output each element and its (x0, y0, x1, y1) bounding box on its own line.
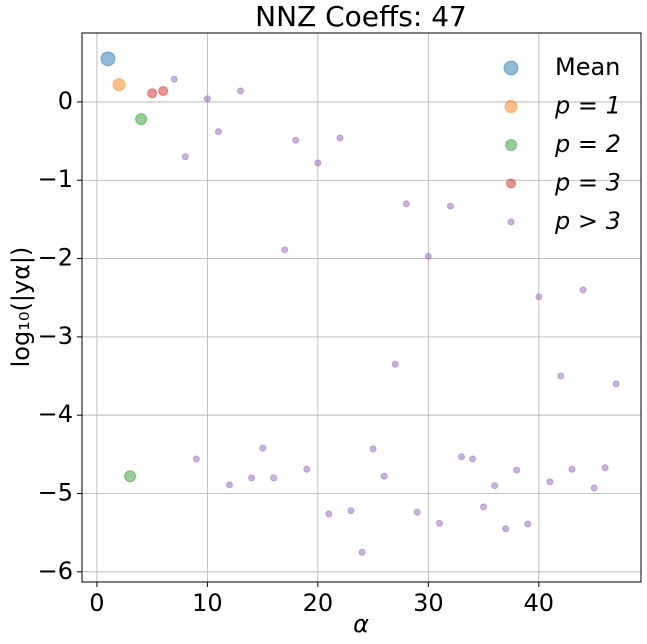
y-tick-label: −6 (38, 557, 73, 585)
point (158, 85, 169, 96)
legend-marker (504, 100, 518, 113)
legend-label: p = 2 (554, 130, 621, 158)
point (181, 153, 189, 161)
point (358, 548, 366, 556)
x-axis-label: α (353, 610, 369, 638)
point (203, 95, 211, 103)
legend-marker (505, 139, 517, 151)
y-tick-label: 0 (58, 87, 73, 115)
x-tick-label: 20 (303, 589, 334, 617)
point (124, 470, 137, 483)
point (112, 78, 126, 92)
legend-label: p > 3 (554, 207, 621, 235)
point (292, 136, 300, 144)
point (457, 453, 465, 461)
legend-label: p = 3 (554, 169, 621, 197)
point (248, 474, 256, 482)
legend-marker (503, 60, 519, 76)
chart-title: NNZ Coeffs: 47 (255, 0, 467, 33)
point (336, 134, 344, 142)
point (225, 481, 233, 489)
point (491, 482, 499, 490)
y-tick-label: −1 (38, 165, 73, 193)
point (435, 519, 443, 527)
y-tick-label: −4 (38, 400, 73, 428)
point (446, 202, 454, 210)
point (325, 510, 333, 518)
y-tick-label: −5 (38, 479, 73, 507)
point (535, 293, 543, 301)
y-axis-label: log₁₀(|yα|) (7, 247, 35, 368)
point (100, 51, 116, 67)
point (524, 520, 532, 528)
point (303, 465, 311, 473)
point (502, 525, 510, 533)
point (170, 75, 178, 83)
plot-frame (81, 32, 642, 583)
legend-marker (506, 178, 516, 189)
point (270, 474, 278, 482)
point (557, 372, 565, 380)
point (513, 466, 521, 474)
point (480, 503, 488, 511)
legend-label: p = 1 (554, 92, 621, 120)
x-tick-label: 0 (89, 589, 104, 617)
point (568, 465, 576, 473)
point (469, 455, 477, 463)
point (590, 484, 598, 492)
x-tick-label: 10 (192, 589, 223, 617)
point (347, 507, 355, 515)
point (237, 87, 245, 95)
x-tick-label: 30 (413, 589, 444, 617)
point (369, 445, 377, 453)
point (402, 200, 410, 208)
point (391, 360, 399, 368)
point (192, 455, 200, 463)
point (413, 508, 421, 516)
point (380, 472, 388, 480)
y-tick-label: −3 (38, 322, 73, 350)
point (135, 113, 148, 126)
legend-label: Mean (555, 53, 620, 81)
point (546, 478, 554, 486)
point (281, 246, 289, 254)
point (259, 444, 267, 452)
point (147, 88, 158, 99)
point (314, 159, 322, 167)
legend-marker (507, 218, 515, 226)
y-tick-label: −2 (38, 244, 73, 272)
point (424, 252, 432, 260)
point (612, 380, 620, 388)
point (214, 128, 222, 136)
point (579, 286, 587, 294)
point (601, 464, 609, 472)
x-tick-label: 40 (524, 589, 555, 617)
